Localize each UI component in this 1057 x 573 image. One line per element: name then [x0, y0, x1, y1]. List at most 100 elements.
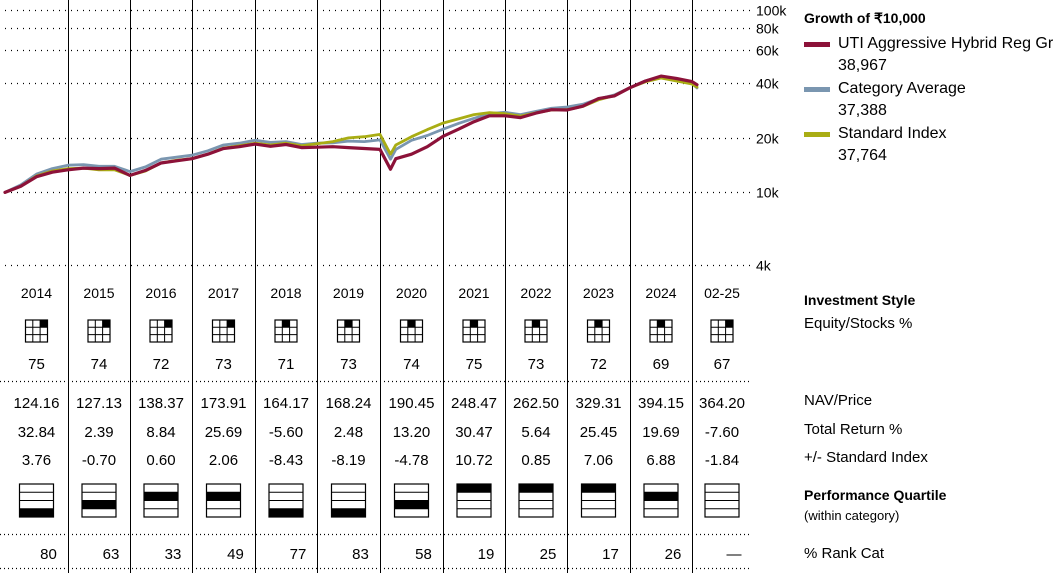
performance-quartile-subtitle: (within category) [804, 508, 900, 523]
quartile-fill [394, 500, 429, 509]
legend-swatch-index [804, 132, 830, 137]
y-tick-label: 10k [756, 185, 780, 201]
vs-index-value: -1.84 [705, 452, 739, 469]
investment-style-subtitle: Equity/Stocks % [804, 315, 913, 332]
style-box-fill [532, 320, 540, 328]
legend-label-category: Category Average [838, 80, 966, 97]
nav-price-value: 262.50 [513, 395, 559, 412]
performance-quartile-title: Performance Quartile [804, 487, 947, 503]
style-box-fill [594, 320, 603, 328]
period-label: 2020 [396, 285, 427, 301]
rank-cat-value: — [727, 546, 742, 563]
total-return-value: 30.47 [455, 424, 493, 441]
period-label: 2019 [333, 285, 364, 301]
vs-index-value: 10.72 [455, 452, 493, 469]
rank-cat-value: 17 [602, 546, 619, 563]
quartile-fill [269, 508, 303, 517]
nav-price-value: 168.24 [326, 395, 372, 412]
rank-cat-value: 63 [103, 546, 120, 563]
style-box-fill [282, 320, 290, 328]
y-tick-label: 80k [756, 21, 780, 37]
equity-pct-value: 71 [278, 356, 295, 373]
series-line-2 [3, 76, 699, 194]
rank-cat-value: 33 [165, 546, 182, 563]
style-box-fill [344, 320, 353, 328]
legend-label-fund: UTI Aggressive Hybrid Reg Gr [838, 35, 1054, 52]
style-box-fill [40, 320, 48, 328]
legend-item-index: Standard Index 37,764 [804, 123, 1054, 167]
nav-price-label: NAV/Price [804, 392, 873, 409]
quartile-fill [581, 484, 616, 493]
equity-pct-value: 72 [590, 356, 607, 373]
nav-price-value: 364.20 [699, 395, 745, 412]
style-box-fill [725, 320, 733, 328]
period-label: 2014 [21, 285, 52, 301]
nav-price-value: 164.17 [263, 395, 309, 412]
style-box-fill [657, 320, 665, 328]
period-label: 2016 [145, 285, 176, 301]
period-label: 2015 [83, 285, 114, 301]
equity-pct-value: 73 [215, 356, 232, 373]
period-label: 2022 [520, 285, 551, 301]
period-label: 2017 [208, 285, 239, 301]
legend-swatch-fund [804, 42, 830, 47]
quartile-fill [82, 500, 116, 509]
total-return-value: 25.45 [580, 424, 618, 441]
nav-price-value: 173.91 [201, 395, 247, 412]
equity-pct-value: 74 [91, 356, 108, 373]
equity-pct-value: 72 [153, 356, 170, 373]
total-return-value: -5.60 [269, 424, 303, 441]
vs-index-value: 2.06 [209, 452, 238, 469]
rank-cat-value: 58 [415, 546, 432, 563]
period-label: 2018 [270, 285, 301, 301]
rank-cat-value: 80 [40, 546, 57, 563]
nav-price-value: 248.47 [451, 395, 497, 412]
period-label: 2024 [645, 285, 676, 301]
vs-index-value: 0.60 [146, 452, 175, 469]
y-tick-label: 60k [756, 43, 780, 59]
vs-index-value: 6.88 [646, 452, 675, 469]
vs-index-value: -0.70 [82, 452, 116, 469]
total-return-label: Total Return % [804, 421, 903, 438]
legend-value-fund: 38,967 [838, 57, 887, 74]
quartile-fill [144, 492, 178, 501]
legend-value-category: 37,388 [838, 102, 887, 119]
y-tick-label: 100k [756, 3, 787, 19]
total-return-value: 32.84 [18, 424, 56, 441]
y-tick-label: 40k [756, 76, 780, 92]
quartile-fill [519, 484, 553, 493]
nav-price-value: 138.37 [138, 395, 184, 412]
quartile-fill [19, 508, 54, 517]
chart-title: Growth of ₹10,000 [804, 10, 926, 26]
style-box-fill [227, 320, 235, 328]
legend-label-index: Standard Index [838, 125, 947, 142]
rank-cat-value: 26 [665, 546, 682, 563]
equity-pct-value: 69 [653, 356, 670, 373]
total-return-value: 2.39 [84, 424, 113, 441]
nav-price-value: 190.45 [389, 395, 435, 412]
vs-index-value: -4.78 [394, 452, 428, 469]
total-return-value: 2.48 [334, 424, 363, 441]
rank-cat-value: 49 [227, 546, 244, 563]
equity-pct-value: 74 [403, 356, 420, 373]
quartile-fill [206, 492, 241, 501]
quartile-fill [644, 492, 678, 501]
nav-price-value: 394.15 [638, 395, 684, 412]
quartile-fill [331, 508, 366, 517]
rank-cat-value: 19 [478, 546, 495, 563]
y-tick-label: 4k [756, 258, 772, 274]
equity-pct-value: 75 [466, 356, 483, 373]
legend-swatch-category [804, 87, 830, 92]
nav-price-value: 329.31 [576, 395, 622, 412]
legend: Growth of ₹10,000 UTI Aggressive Hybrid … [804, 10, 1054, 168]
rank-cat-value: 83 [352, 546, 369, 563]
vs-index-label: +/- Standard Index [804, 449, 928, 466]
y-tick-label: 20k [756, 131, 780, 147]
series-line-0 [3, 74, 699, 194]
investment-style-title: Investment Style [804, 292, 916, 308]
rank-cat-value: 77 [290, 546, 307, 563]
total-return-value: 25.69 [205, 424, 243, 441]
nav-price-value: 124.16 [14, 395, 60, 412]
style-box-fill [407, 320, 416, 328]
